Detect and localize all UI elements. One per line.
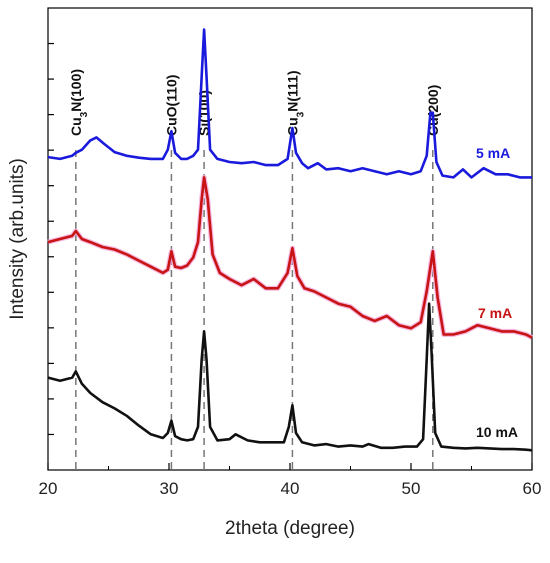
series-line [47, 302, 533, 452]
peak-label: Cu3N(100) [68, 69, 90, 136]
peak-label: CuO(110) [163, 75, 179, 136]
x-axis-title: 2theta (degree) [225, 518, 355, 539]
x-tick-label: 50 [402, 479, 421, 498]
series-line [47, 176, 533, 339]
series-label: 10 mA [476, 424, 518, 440]
y-axis-title: Intensity (arb.units) [7, 158, 28, 320]
x-tick-label: 60 [523, 479, 542, 498]
x-tick-label: 20 [39, 479, 58, 498]
x-tick-label: 40 [281, 479, 300, 498]
series-line [47, 28, 532, 179]
series-label: 5 mA [476, 145, 510, 161]
x-tick-label: 30 [160, 479, 179, 498]
series-label: 7 mA [478, 305, 512, 321]
peak-label: Cu3N(111) [284, 71, 306, 136]
